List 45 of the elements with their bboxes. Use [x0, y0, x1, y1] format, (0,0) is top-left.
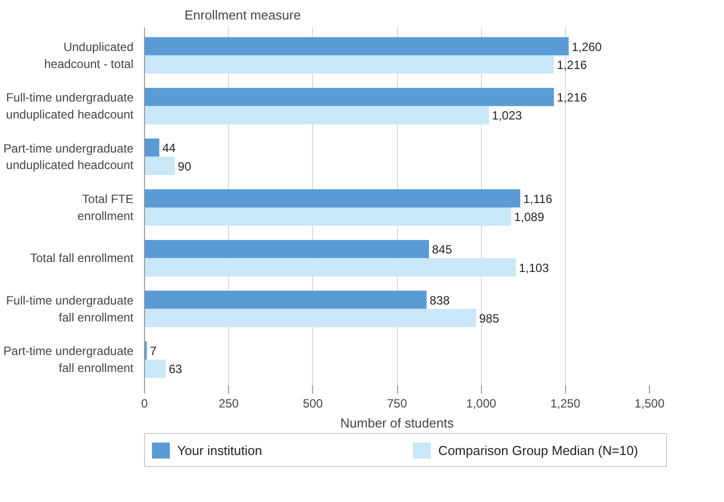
y-tick-label: Unduplicated headcount - total — [44, 40, 134, 71]
y-tick-label: Total fall enrollment — [30, 251, 134, 266]
y-tick-label: Part-time undergraduate fall enrollment — [3, 344, 134, 376]
x-axis-title: Number of students — [340, 416, 454, 430]
data-label: 1,260 — [572, 40, 602, 54]
data-label: 1,216 — [556, 58, 588, 72]
legend-label: Your institution — [177, 443, 262, 458]
bar — [144, 240, 429, 258]
y-tick-label: Full-time undergraduate fall enrollment — [6, 294, 134, 324]
legend-label: Comparison Group Median (N=10) — [438, 443, 638, 458]
data-label: 63 — [168, 362, 182, 376]
bar — [144, 156, 175, 176]
data-label: 985 — [479, 312, 500, 326]
bar — [144, 138, 160, 157]
bar — [144, 208, 512, 226]
data-label: 845 — [432, 242, 452, 257]
data-label: 1,216 — [556, 90, 588, 104]
bar — [144, 360, 166, 378]
bar — [144, 37, 569, 56]
y-tick-label: Full-time undergraduate unduplicated headcount — [6, 90, 134, 122]
bar — [144, 88, 554, 106]
x-tick-label: 500 — [302, 396, 324, 410]
data-label: 1,103 — [518, 260, 550, 275]
data-label: 1,023 — [492, 108, 522, 123]
data-label: 1,089 — [514, 210, 544, 224]
data-label: 1,116 — [523, 192, 553, 206]
y-tick-label: Part-time undergraduate unduplicated headcount — [3, 141, 134, 172]
data-label: 838 — [430, 293, 450, 308]
x-tick-label: 250 — [218, 396, 240, 410]
data-label: 90 — [178, 159, 192, 174]
bar — [144, 55, 554, 74]
x-tick-label: 1,250 — [550, 396, 581, 410]
x-tick-label: 0 — [141, 396, 148, 410]
data-label: 44 — [162, 141, 176, 156]
bar — [144, 189, 520, 208]
x-tick-label: 750 — [386, 396, 408, 410]
x-tick-label: 1,500 — [634, 396, 665, 410]
bar — [144, 106, 489, 124]
data-label: 7 — [150, 344, 157, 358]
bar — [144, 258, 516, 276]
bar — [144, 308, 476, 328]
y-axis-title: Enrollment measure — [184, 8, 301, 22]
x-tick-label: 1,000 — [466, 396, 497, 410]
bar — [144, 290, 427, 309]
y-tick-label: Total FTE enrollment — [77, 192, 134, 223]
